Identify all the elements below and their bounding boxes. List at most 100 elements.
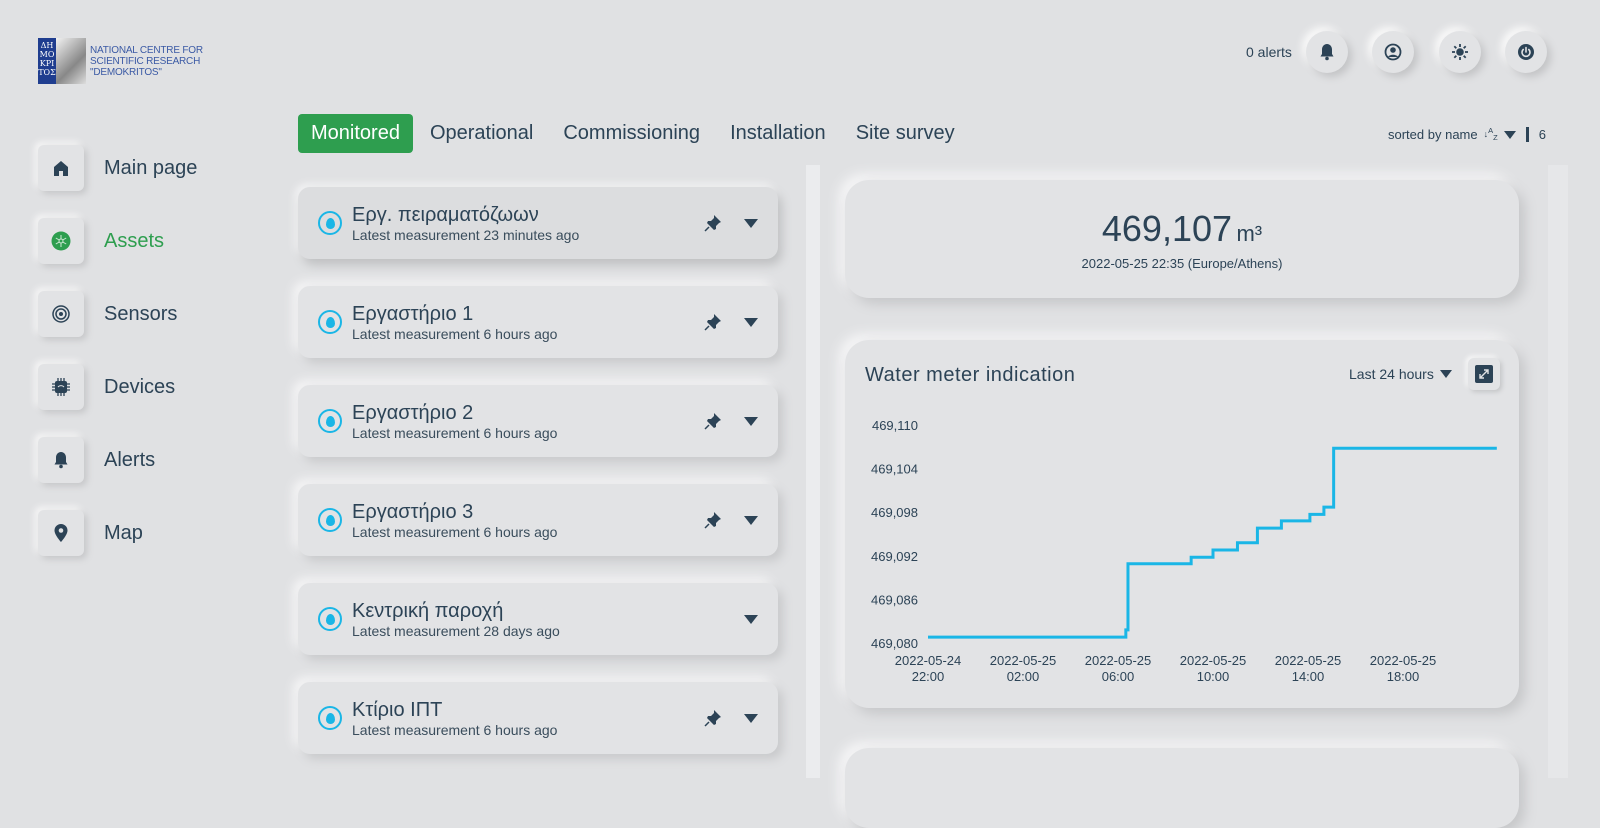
range-label: Last 24 hours: [1349, 366, 1434, 382]
y-tick-label: 469,080: [871, 636, 918, 651]
sort-label: sorted by name: [1388, 127, 1478, 142]
power-icon: [1518, 44, 1534, 60]
sidebar-item-assets[interactable]: Assets: [38, 218, 164, 264]
logo: ΔΗ ΜΟ ΚΡΙ ΤΟΣ NATIONAL CENTRE FOR SCIENTIFI…: [38, 38, 203, 84]
y-tick-label: 469,086: [871, 592, 918, 607]
tab-operational[interactable]: Operational: [429, 122, 534, 144]
assets-icon: [51, 231, 71, 251]
x-tick-label: 2022-05-25: [1370, 653, 1437, 668]
asset-latest-measurement: Latest measurement 28 days ago: [352, 623, 560, 639]
bell-icon: [54, 452, 68, 469]
asset-latest-measurement: Latest measurement 6 hours ago: [352, 326, 558, 342]
tab-site-survey[interactable]: Site survey: [855, 122, 955, 144]
x-tick-label: 2022-05-25: [1085, 653, 1152, 668]
sort-control[interactable]: sorted by name ↓AZ 6: [1388, 127, 1546, 142]
x-tick-label: 14:00: [1292, 669, 1325, 684]
user-button[interactable]: [1372, 31, 1414, 73]
logout-button[interactable]: [1505, 31, 1547, 73]
alerts-count: 0 alerts: [1246, 44, 1292, 60]
map-pin-icon: [54, 524, 68, 542]
separator: [1525, 127, 1529, 142]
x-tick-label: 2022-05-25: [1180, 653, 1247, 668]
expand-chevron-icon[interactable]: [744, 713, 758, 723]
asset-latest-measurement: Latest measurement 6 hours ago: [352, 425, 558, 441]
sort-dropdown-icon[interactable]: [1503, 130, 1516, 139]
pin-icon[interactable]: [704, 709, 722, 727]
asset-name: Κεντρική παροχή: [352, 600, 504, 622]
expand-chevron-icon[interactable]: [744, 416, 758, 426]
pin-icon[interactable]: [704, 313, 722, 331]
logo-line: NATIONAL CENTRE FOR: [90, 44, 203, 56]
asset-card[interactable]: Εργ. πειραματόζωων Latest measurement 23…: [298, 187, 778, 259]
water-drop-icon: [318, 310, 342, 334]
status-tabs: Monitored Operational Commissioning Inst…: [298, 114, 968, 153]
asset-name: Εργ. πειραματόζωων: [352, 204, 539, 226]
user-icon: [1384, 43, 1402, 61]
sidebar-item-map[interactable]: Map: [38, 510, 143, 556]
x-tick-label: 06:00: [1102, 669, 1135, 684]
pin-icon[interactable]: [704, 214, 722, 232]
sidebar-item-label: Alerts: [104, 448, 156, 471]
tab-monitored[interactable]: Monitored: [298, 114, 413, 153]
sidebar-item-devices[interactable]: Devices: [38, 364, 175, 410]
water-drop-icon: [318, 508, 342, 532]
sensor-icon: [52, 305, 70, 323]
scrollbar[interactable]: [1548, 165, 1568, 778]
x-tick-label: 22:00: [912, 669, 945, 684]
pin-icon[interactable]: [704, 412, 722, 430]
chip-icon: [52, 378, 70, 396]
sidebar-item-sensors[interactable]: Sensors: [38, 291, 177, 337]
chart-panel: Water meter indication Last 24 hours 469…: [845, 340, 1519, 708]
x-tick-label: 18:00: [1387, 669, 1420, 684]
y-tick-label: 469,092: [871, 549, 918, 564]
asset-count: 6: [1538, 127, 1546, 142]
next-panel: [845, 748, 1519, 828]
x-tick-label: 2022-05-25: [1275, 653, 1342, 668]
asset-name: Κτίριο ΙΠΤ: [352, 699, 443, 721]
asset-card[interactable]: Κτίριο ΙΠΤ Latest measurement 6 hours ag…: [298, 682, 778, 754]
current-timestamp: 2022-05-25 22:35 (Europe/Athens): [1081, 256, 1283, 271]
asset-card[interactable]: Κεντρική παροχή Latest measurement 28 da…: [298, 583, 778, 655]
series-line: [928, 446, 1497, 639]
sort-az-icon: ↓AZ: [1483, 126, 1498, 142]
expand-chevron-icon[interactable]: [744, 218, 758, 228]
theme-icon: [1452, 44, 1468, 60]
home-icon: [54, 161, 68, 176]
expand-icon: [1475, 365, 1493, 383]
range-select[interactable]: Last 24 hours: [1349, 366, 1452, 382]
water-drop-icon: [318, 409, 342, 433]
water-drop-icon: [318, 607, 342, 631]
current-unit: m³: [1236, 221, 1263, 246]
asset-card[interactable]: Εργαστήριο 1 Latest measurement 6 hours …: [298, 286, 778, 358]
y-tick-label: 469,104: [871, 462, 918, 477]
sidebar-item-label: Devices: [104, 375, 176, 398]
asset-name: Εργαστήριο 1: [352, 303, 474, 325]
logo-mark: ΔΗ ΜΟ ΚΡΙ ΤΟΣ: [38, 38, 86, 84]
x-tick-label: 2022-05-25: [990, 653, 1057, 668]
water-drop-icon: [318, 211, 342, 235]
asset-card[interactable]: Εργαστήριο 2 Latest measurement 6 hours …: [298, 385, 778, 457]
tab-installation[interactable]: Installation: [730, 122, 826, 144]
sidebar-item-alerts[interactable]: Alerts: [38, 437, 155, 483]
theme-toggle-button[interactable]: [1439, 31, 1481, 73]
current-value: 469,107: [1101, 208, 1233, 249]
asset-latest-measurement: Latest measurement 23 minutes ago: [352, 227, 580, 243]
expand-button[interactable]: [1468, 358, 1500, 390]
sidebar-item-label: Main page: [104, 156, 198, 179]
x-tick-label: 02:00: [1007, 669, 1040, 684]
tab-commissioning[interactable]: Commissioning: [563, 122, 701, 144]
expand-chevron-icon[interactable]: [744, 317, 758, 327]
sidebar-item-main-page[interactable]: Main page: [38, 145, 197, 191]
y-tick-label: 469,110: [872, 418, 918, 433]
alerts-button[interactable]: [1306, 31, 1348, 73]
y-tick-label: 469,098: [871, 505, 918, 520]
expand-chevron-icon[interactable]: [744, 515, 758, 525]
sidebar-item-label: Map: [104, 521, 143, 544]
x-tick-label: 2022-05-24: [895, 653, 962, 668]
asset-card[interactable]: Εργαστήριο 3 Latest measurement 6 hours …: [298, 484, 778, 556]
asset-latest-measurement: Latest measurement 6 hours ago: [352, 524, 558, 540]
chevron-down-icon: [1439, 370, 1452, 378]
expand-chevron-icon[interactable]: [744, 614, 758, 624]
pin-icon[interactable]: [704, 511, 722, 529]
water-drop-icon: [318, 706, 342, 730]
